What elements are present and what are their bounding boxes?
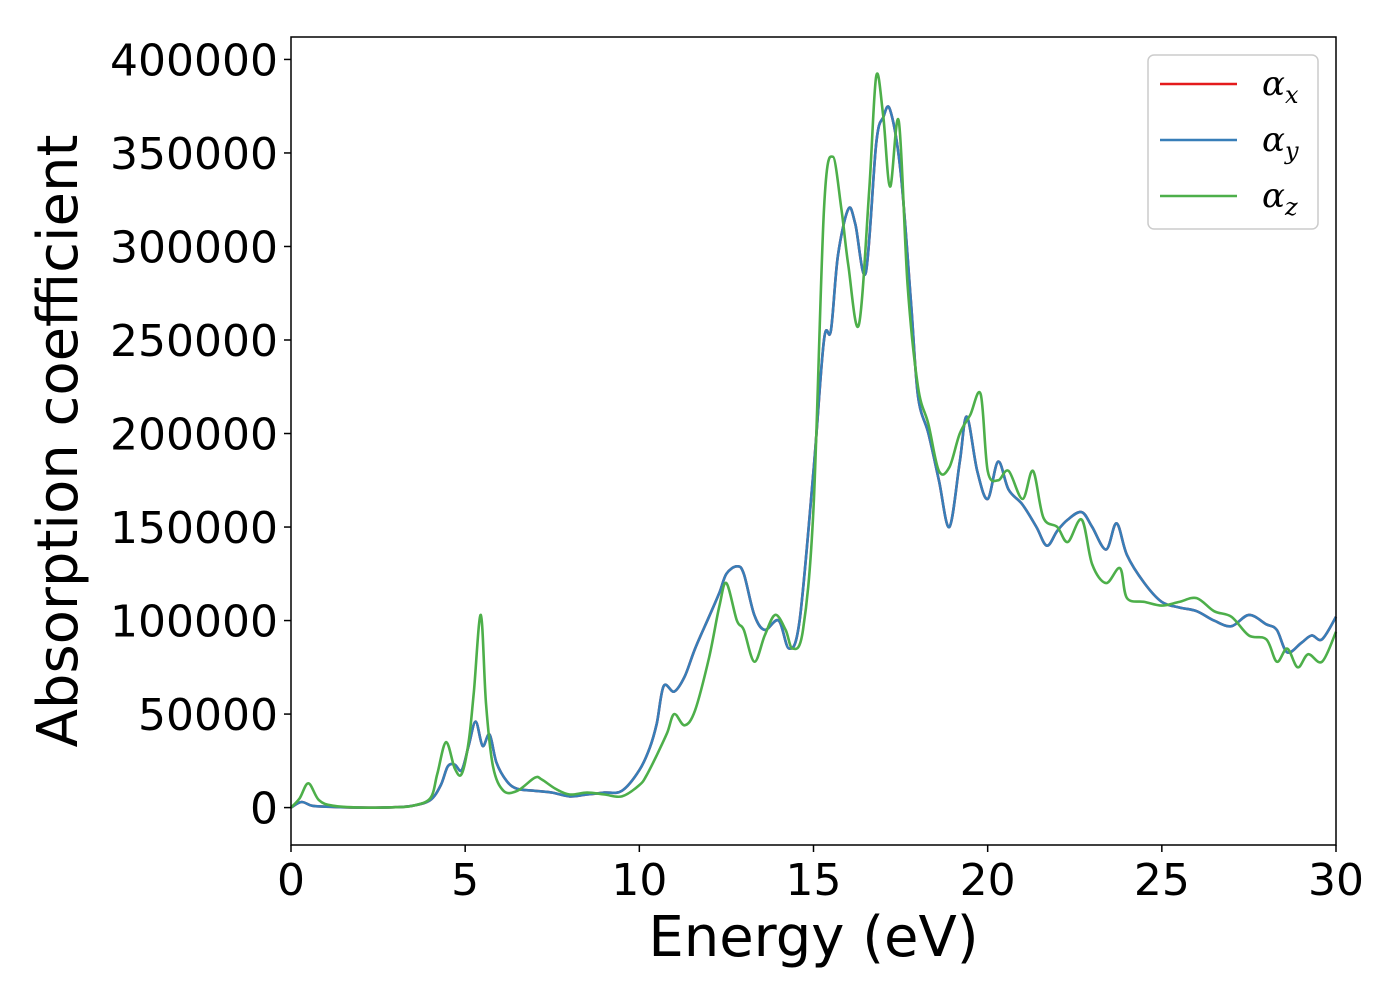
y-tick-label: 200000	[110, 410, 278, 461]
x-axis: 0 5 10 15 20 25 30	[277, 845, 1364, 906]
y-tick-label: 250000	[110, 316, 278, 367]
x-tick-label: 25	[1134, 855, 1190, 906]
y-tick-label: 150000	[110, 503, 278, 554]
legend-box	[1147, 54, 1319, 230]
x-tick-label: 15	[786, 855, 842, 906]
y-tick-label: 350000	[110, 129, 278, 180]
x-tick-label: 0	[277, 855, 305, 906]
x-tick-label: 20	[960, 855, 1016, 906]
y-tick-label: 300000	[110, 222, 278, 273]
series-line-z	[290, 72, 1338, 809]
y-axis-title: Absorption coefficient	[26, 135, 91, 748]
x-tick-label: 5	[451, 855, 479, 906]
y-tick-label: 0	[250, 784, 278, 835]
y-tick-label: 400000	[110, 35, 278, 86]
x-tick-label: 30	[1308, 855, 1364, 906]
y-tick-label: 50000	[138, 690, 278, 741]
x-axis-title: Energy (eV)	[648, 905, 978, 970]
y-axis: 0 50000 100000 150000 200000 250000 300000 3500…	[110, 35, 291, 835]
x-tick-label: 10	[611, 855, 667, 906]
series-lines	[290, 72, 1338, 809]
y-tick-label: 100000	[110, 597, 278, 648]
